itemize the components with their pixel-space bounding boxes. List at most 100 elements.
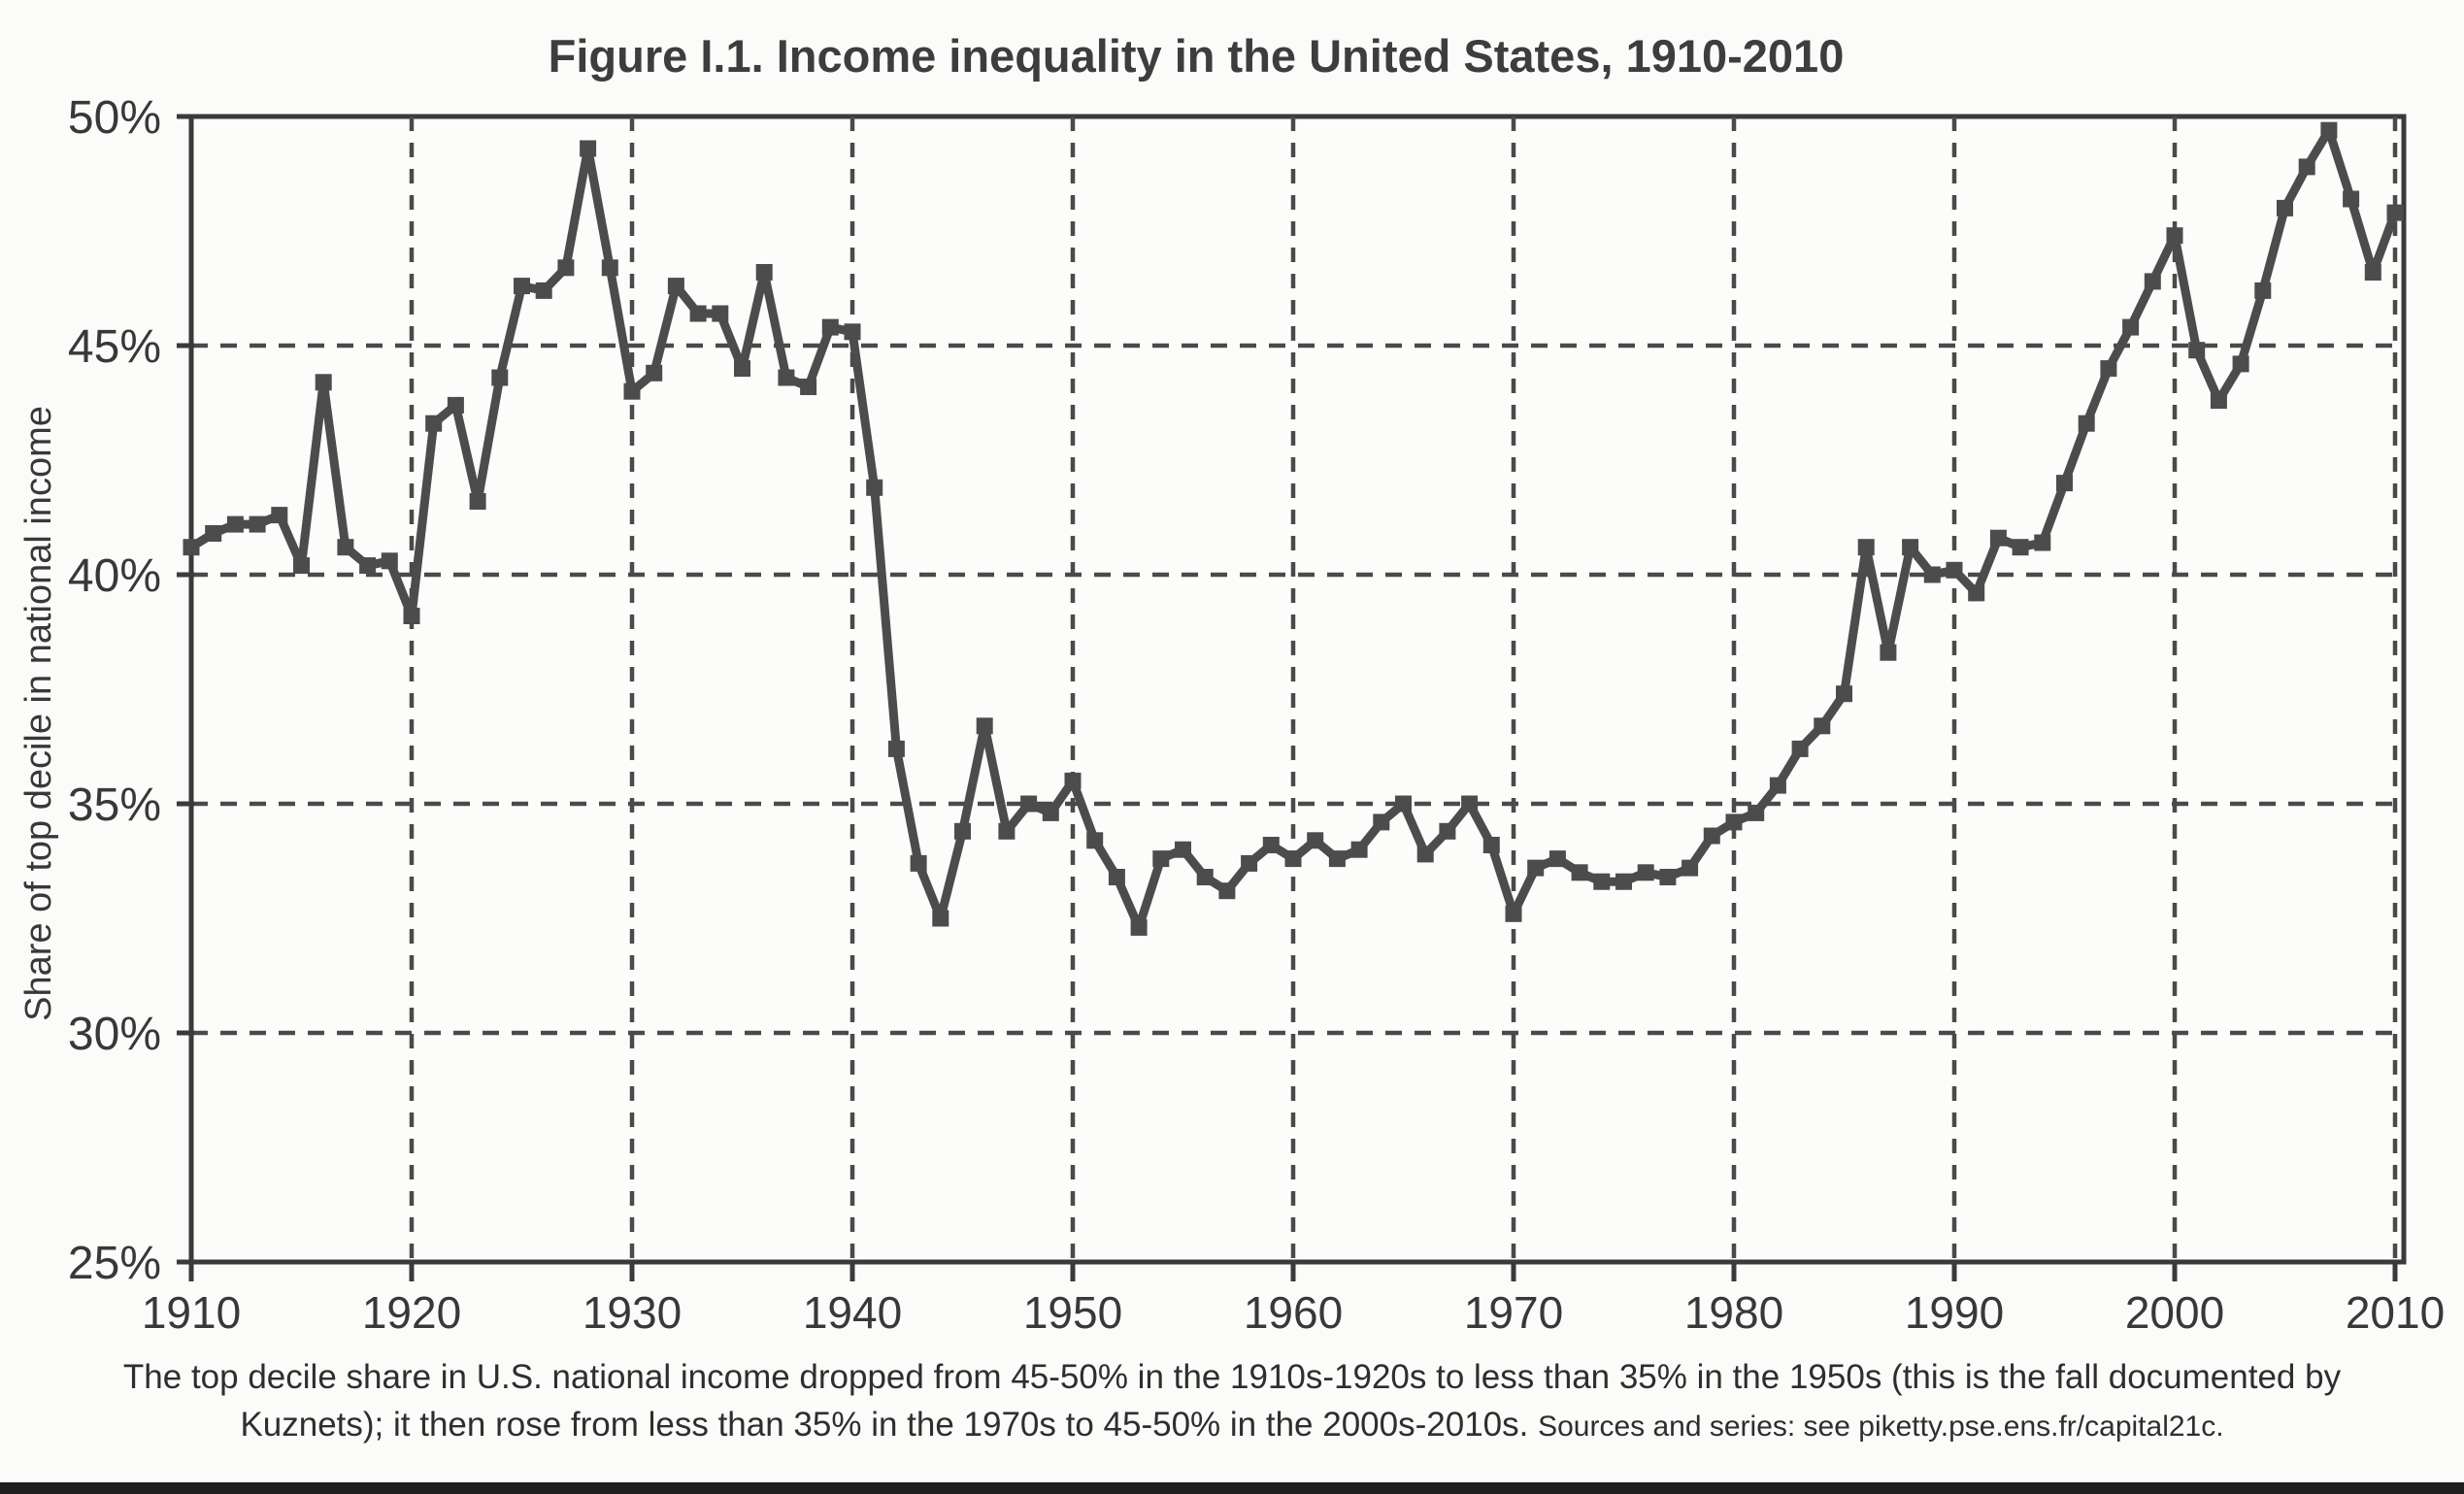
data-point-1925 [514, 278, 530, 295]
data-point-2010 [2386, 204, 2404, 221]
data-point-1922 [447, 396, 464, 414]
data-point-1980 [1725, 813, 1743, 831]
plot-area: 50% 45% 40% 35% 30% 25%1910 1920 1930 1940 1950 19… [68, 92, 2445, 1338]
data-point-1967 [1439, 822, 1456, 840]
data-point-1957 [1218, 882, 1236, 900]
data-point-1974 [1593, 873, 1611, 890]
data-point-1916 [315, 374, 332, 391]
data-point-1981 [1748, 804, 1765, 821]
data-point-1976 [1637, 864, 1654, 881]
data-point-2005 [2277, 199, 2293, 216]
data-point-1988 [1902, 539, 1919, 556]
data-point-1942 [887, 740, 905, 757]
data-point-1971 [1527, 859, 1545, 877]
data-point-1972 [1548, 850, 1566, 868]
x-tick-label-1990: 1990 [1905, 1287, 2004, 1338]
data-point-1918 [359, 557, 377, 575]
caption-line-2-main: Kuznets); it then rose from less than 35… [240, 1406, 1538, 1444]
data-point-1977 [1659, 869, 1677, 885]
data-point-1910 [183, 539, 200, 556]
data-point-1969 [1482, 837, 1500, 853]
y-tick-label-35: 35% [68, 780, 161, 831]
data-point-1943 [910, 854, 927, 872]
data-point-1927 [557, 259, 575, 277]
data-point-1928 [580, 140, 597, 157]
y-axis-title: Share of top decile in national income [18, 406, 59, 1021]
data-point-1914 [271, 507, 288, 524]
data-point-1948 [1020, 795, 1038, 813]
scan-edge-strip [0, 1482, 2464, 1494]
y-tick-label-50: 50% [68, 92, 161, 144]
data-point-1954 [1152, 850, 1170, 868]
plot-border [188, 114, 2407, 1265]
data-point-1932 [667, 278, 684, 295]
data-point-1997 [2100, 360, 2117, 378]
caption-sources-note: Sources and series: see piketty.pse.ens.… [1538, 1411, 2223, 1443]
data-point-1999 [2144, 273, 2161, 290]
data-point-1920 [403, 608, 420, 624]
data-point-1913 [249, 515, 266, 533]
data-point-1960 [1284, 850, 1302, 868]
data-point-1915 [293, 557, 310, 575]
data-point-1982 [1769, 777, 1786, 794]
data-point-1940 [844, 323, 861, 341]
data-points [183, 121, 2404, 936]
data-point-1924 [491, 369, 509, 386]
data-point-1968 [1461, 795, 1479, 813]
x-tick-label-1920: 1920 [362, 1287, 461, 1338]
data-point-1945 [954, 822, 971, 840]
data-point-2003 [2232, 355, 2249, 373]
data-point-1911 [205, 525, 222, 542]
data-point-1995 [2056, 475, 2073, 492]
x-tick-label-1910: 1910 [142, 1287, 241, 1338]
data-point-1951 [1086, 832, 1104, 849]
data-point-1985 [1836, 685, 1852, 703]
x-tick-label-1970: 1970 [1464, 1287, 1563, 1338]
x-tick-label-1930: 1930 [583, 1287, 682, 1338]
data-point-1991 [1968, 584, 1985, 602]
data-point-2002 [2210, 392, 2227, 410]
data-point-2009 [2364, 264, 2381, 281]
x-tick-label-2010: 2010 [2346, 1287, 2445, 1338]
data-point-1984 [1814, 717, 1831, 735]
x-tick-label-1940: 1940 [803, 1287, 902, 1338]
data-point-1975 [1615, 873, 1632, 890]
data-point-1958 [1241, 854, 1258, 872]
y-tick-label-25: 25% [68, 1238, 161, 1289]
data-point-1919 [381, 552, 398, 570]
data-point-1964 [1373, 813, 1390, 831]
data-point-1929 [601, 259, 618, 277]
data-point-1994 [2034, 534, 2051, 551]
data-point-1961 [1307, 832, 1324, 849]
data-point-1933 [689, 305, 707, 322]
chart-title: Figure I.1. Income inequality in the Uni… [549, 30, 1845, 82]
y-tick-label-30: 30% [68, 1009, 161, 1060]
data-point-1956 [1196, 869, 1214, 885]
data-point-1989 [1923, 566, 1941, 583]
data-point-1944 [932, 910, 949, 927]
data-point-1931 [646, 364, 663, 382]
caption-line-2: Kuznets); it then rose from less than 35… [240, 1406, 2223, 1444]
data-point-1946 [976, 717, 993, 735]
data-point-1947 [998, 822, 1016, 840]
data-point-2006 [2298, 158, 2315, 176]
data-point-1950 [1064, 772, 1082, 789]
caption-line-1: The top decile share in U.S. national in… [123, 1358, 2342, 1396]
x-tick-label-1980: 1980 [1684, 1287, 1783, 1338]
data-point-2000 [2166, 227, 2183, 245]
data-point-2008 [2343, 190, 2360, 208]
data-point-1912 [226, 515, 244, 533]
data-point-1941 [866, 479, 883, 496]
data-point-1987 [1880, 644, 1897, 661]
data-point-1963 [1350, 841, 1368, 858]
data-point-1955 [1175, 841, 1191, 858]
data-point-1949 [1042, 804, 1059, 821]
data-point-1930 [623, 382, 641, 400]
data-point-1990 [1946, 561, 1963, 579]
data-point-1937 [778, 369, 795, 386]
data-point-1917 [337, 539, 354, 556]
data-point-1983 [1791, 740, 1809, 757]
data-point-1926 [535, 282, 552, 299]
y-tick-label-40: 40% [68, 550, 161, 602]
